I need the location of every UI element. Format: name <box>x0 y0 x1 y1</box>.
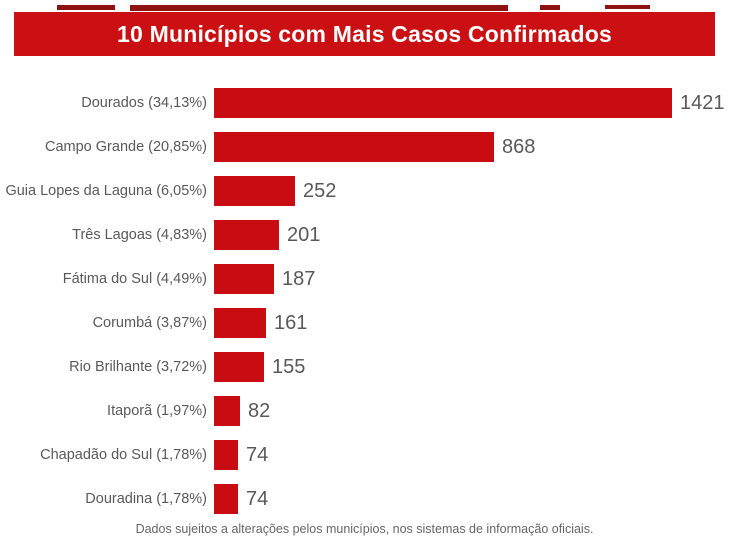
bar <box>214 176 295 206</box>
category-label: Itaporã (1,97%) <box>12 403 214 419</box>
category-label: Chapadão do Sul (1,78%) <box>12 447 214 463</box>
bar <box>214 132 494 162</box>
value-label: 252 <box>303 179 337 202</box>
artifact-segment <box>605 5 650 9</box>
category-label: Douradina (1,78%) <box>12 491 214 507</box>
footer-note: Dados sujeitos a alterações pelos municí… <box>135 522 594 536</box>
bar <box>214 440 238 470</box>
category-label: Fátima do Sul (4,49%) <box>12 271 214 287</box>
category-label-text: Rio Brilhante (3,72%) <box>69 359 207 375</box>
bar <box>214 264 274 294</box>
value-label: 74 <box>246 443 269 466</box>
bar <box>214 484 238 514</box>
chart-title-banner: 10 Municípios com Mais Casos Confirmados <box>14 12 715 56</box>
bar <box>214 220 279 250</box>
chart-row: Itaporã (1,97%) 82 <box>12 389 722 433</box>
value-label: 82 <box>248 399 271 422</box>
artifact-segment <box>540 5 560 10</box>
category-label-text: Três Lagoas (4,83%) <box>72 227 207 243</box>
bar <box>214 308 266 338</box>
category-label: Rio Brilhante (3,72%) <box>12 359 214 375</box>
bar <box>214 88 672 118</box>
value-label: 201 <box>287 223 321 246</box>
category-label-text: Douradina (1,78%) <box>85 491 207 507</box>
banner-top-artifact <box>0 5 729 12</box>
chart-row: Chapadão do Sul (1,78%) 74 <box>12 433 722 477</box>
category-label-text: Fátima do Sul (4,49%) <box>62 271 207 287</box>
bar-chart: Dourados (34,13%) 1421 Campo Grande (20,85… <box>5 81 725 521</box>
artifact-segment <box>130 5 508 11</box>
chart-row: Fátima do Sul (4,49%) 187 <box>12 257 722 301</box>
category-label-text: Guia Lopes da Laguna (6,05%) <box>5 183 207 199</box>
category-label: Três Lagoas (4,83%) <box>12 227 214 243</box>
chart-row: Guia Lopes da Laguna (6,05%) 252 <box>5 169 722 213</box>
value-label: 155 <box>272 355 306 378</box>
chart-row: Rio Brilhante (3,72%) 155 <box>12 345 722 389</box>
chart-row: Douradina (1,78%) 74 <box>12 477 722 521</box>
category-label-text: Dourados (34,13%) <box>81 95 207 111</box>
value-label: 868 <box>502 135 536 158</box>
category-label-text: Chapadão do Sul (1,78%) <box>40 447 207 463</box>
bar <box>214 396 240 426</box>
category-label: Dourados (34,13%) <box>12 95 214 111</box>
bar <box>214 352 264 382</box>
value-label: 74 <box>246 487 269 510</box>
chart-row: Três Lagoas (4,83%) 201 <box>12 213 722 257</box>
category-label: Corumbá (3,87%) <box>12 315 214 331</box>
value-label: 1421 <box>680 91 725 114</box>
page-title: 10 Municípios com Mais Casos Confirmados <box>117 20 612 47</box>
chart-row: Dourados (34,13%) 1421 <box>12 81 725 125</box>
category-label: Campo Grande (20,85%) <box>12 139 214 155</box>
chart-row: Corumbá (3,87%) 161 <box>12 301 722 345</box>
category-label-text: Itaporã (1,97%) <box>107 403 207 419</box>
value-label: 161 <box>274 311 308 334</box>
category-label-text: Campo Grande (20,85%) <box>45 139 207 155</box>
category-label: Guia Lopes da Laguna (6,05%) <box>5 183 214 199</box>
artifact-segment <box>57 5 115 10</box>
category-label-text: Corumbá (3,87%) <box>92 315 207 331</box>
value-label: 187 <box>282 267 316 290</box>
chart-row: Campo Grande (20,85%) 868 <box>12 125 722 169</box>
